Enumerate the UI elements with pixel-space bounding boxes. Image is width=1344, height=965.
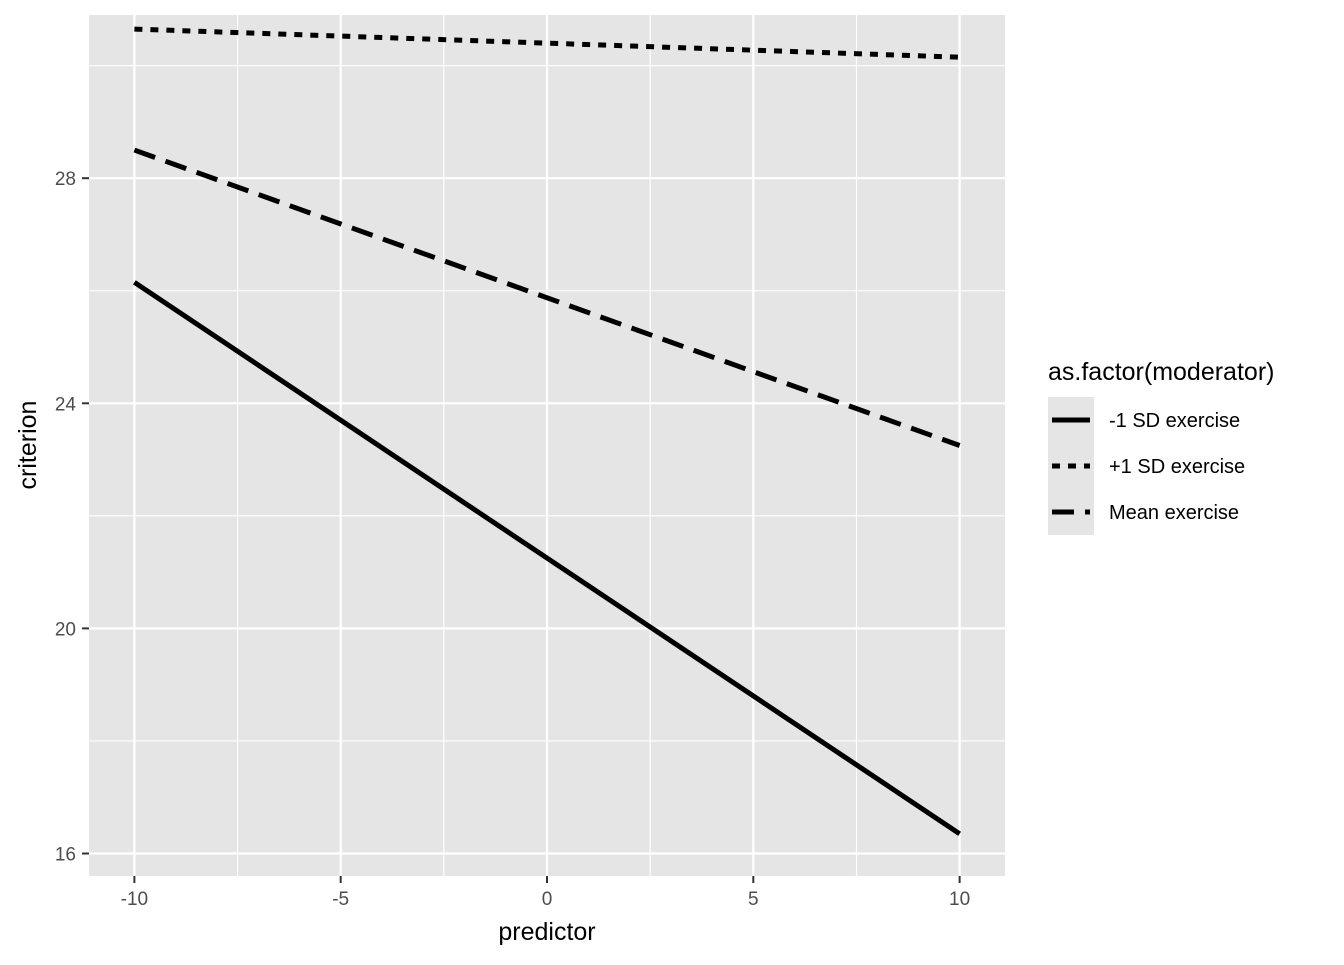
y-axis-tick-labels: 16 20 24 28: [55, 169, 77, 865]
axis-ticks: [82, 177, 961, 883]
series-line: [133, 147, 961, 448]
y-tick-label: 24: [55, 394, 77, 415]
legend-label: Mean exercise: [1109, 502, 1239, 524]
y-tick-label: 20: [55, 619, 76, 640]
x-tick-label: 5: [748, 889, 759, 910]
legend-title: as.factor(moderator): [1048, 358, 1274, 386]
x-tick-label: 0: [542, 889, 553, 910]
x-axis-title: predictor: [498, 918, 595, 946]
x-tick-label: 10: [949, 889, 970, 910]
legend-keys: -1 SD exercise +1 SD exercise Mean exercis…: [1048, 397, 1245, 535]
legend-label: +1 SD exercise: [1109, 456, 1245, 478]
x-tick-label: -10: [121, 889, 148, 910]
major-grid-lines: [89, 15, 1005, 876]
series-lines: [133, 26, 961, 836]
legend: as.factor(moderator) -1 SD exercise +1 SD…: [1048, 358, 1274, 535]
series-line: [134, 26, 960, 60]
y-tick-label: 16: [55, 844, 76, 865]
x-tick-label: -5: [332, 889, 349, 910]
legend-label: -1 SD exercise: [1109, 410, 1240, 432]
y-tick-label: 28: [55, 169, 76, 190]
x-axis-tick-labels: -10 -5 0 5 10: [121, 889, 971, 910]
series-line: [133, 280, 961, 836]
y-axis-title: criterion: [14, 401, 42, 490]
